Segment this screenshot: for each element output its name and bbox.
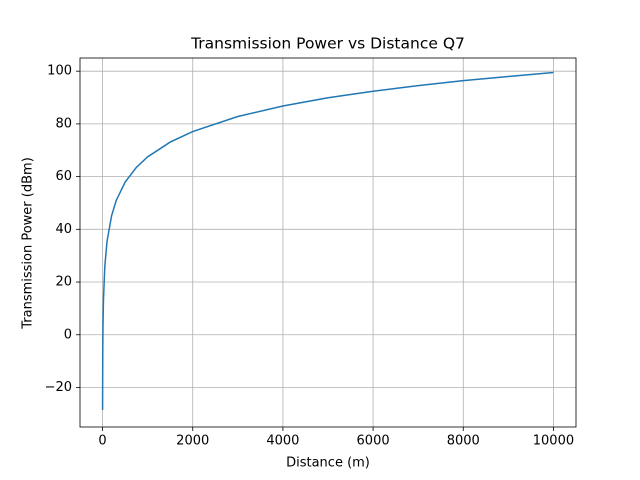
x-tick-label: 2000 [176, 434, 209, 449]
x-tick-label: 10000 [533, 434, 574, 449]
plot-frame [79, 57, 577, 428]
x-axis-label: Distance (m) [286, 456, 370, 471]
y-tick-label: −20 [45, 380, 72, 395]
y-tick-label: 20 [55, 275, 72, 290]
chart-title: Transmission Power vs Distance Q7 [190, 35, 465, 53]
x-tick-label: 4000 [266, 434, 299, 449]
y-axis-label: Transmission Power (dBm) [21, 157, 36, 330]
x-tick-label: 0 [98, 434, 106, 449]
y-tick-label: 40 [55, 222, 72, 237]
y-tick-label: 80 [55, 116, 72, 131]
x-tick-label: 6000 [357, 434, 390, 449]
y-tick-label: 60 [55, 169, 72, 184]
line [101, 71, 554, 410]
y-tick-label: 100 [47, 64, 72, 79]
y-tick-label: 0 [64, 327, 72, 342]
x-tick-label: 8000 [447, 434, 480, 449]
